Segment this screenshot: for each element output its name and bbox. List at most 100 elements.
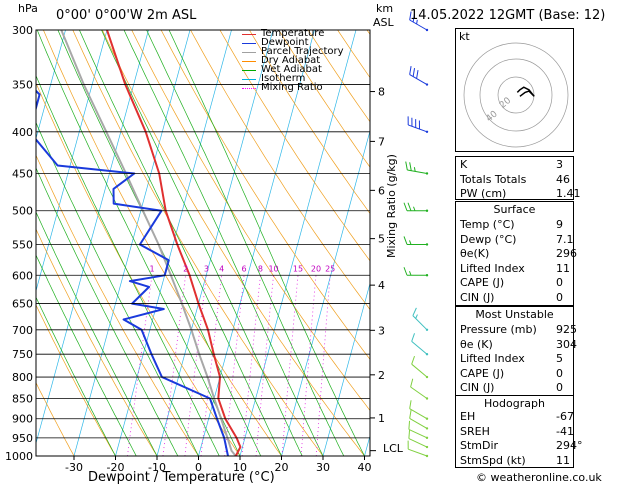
row-value: 1.41 [556,187,581,200]
mixing-ratio-label: 1 [149,264,154,273]
table-row: θe (K) 304 [460,338,577,351]
isotherm-line [36,30,108,293]
mixing-ratio-line [300,275,317,456]
km-tick-label: 1 [378,412,385,425]
km-tick-label: 7 [378,135,385,148]
wind-barb-shaft [409,19,428,31]
row-label: Dewp (°C) [460,232,517,246]
legend: Temperature Dewpoint Parcel Trajectory Dry … [242,28,392,94]
wind-barb-flag [403,236,408,245]
table-row: Lifted Index 11 [460,262,570,275]
wind-barb-station [425,328,429,331]
wind-barb [412,307,429,331]
table-row: CIN (J) 0 [460,381,569,394]
wind-barb-station [425,274,429,277]
most-unstable-title: Most Unstable [475,308,554,321]
wind-barb-flag [412,307,417,316]
wind-barb-half-flag [413,167,416,172]
wind-barb-station [425,243,429,246]
pressure-tick-label: 300 [12,24,33,37]
row-value: -41 [556,424,574,438]
table-row: StmDir 294° [460,439,583,452]
row-value: 296 [556,247,577,260]
isotherm-line [36,30,66,140]
wind-barb-flag [409,66,412,75]
dry-adiabat-line [43,30,282,456]
km-tick-label: 3 [378,324,385,337]
wind-barb-station [425,375,429,379]
row-value: 0 [556,290,563,304]
mixing-ratio-line [241,275,261,456]
wind-barb-station [425,130,429,133]
table-row: EH -67 [460,410,574,423]
table-row: Pressure (mb) 925 [460,323,577,336]
hodograph-ring-label: 20 [498,96,513,111]
wind-barb [403,202,429,212]
hodograph-stats-table: Hodograph EH -67 SREH -41 StmDir 294° StmSpd (… [455,395,583,468]
table-row: SREH -41 [460,424,574,438]
mixing-ratio-label: 20 [311,264,321,273]
temp-tick-label: -20 [107,461,125,474]
row-label: K [460,158,468,171]
temperature-line [106,30,242,456]
wind-barb-shaft [409,408,428,420]
mixing-ratio-axis-title: Mixing Ratio (g/kg) [385,154,398,258]
pressure-tick-label: 850 [12,392,33,405]
row-label: PW (cm) [460,187,507,200]
wet-adiabat-line [36,30,241,456]
legend-swatch [242,88,256,89]
wind-barb-flag [409,400,412,409]
wind-barb-flag [412,13,416,23]
row-value: 7.1 [556,232,574,246]
pressure-tick-label: 350 [12,79,33,92]
legend-swatch [242,43,256,44]
dry-adiabat-line [36,154,199,456]
table-row: Temp (°C) 9 [460,218,569,231]
table-row: CAPE (J) 0 [460,276,569,289]
wet-adiabat-line [36,74,220,456]
mixing-ratio-label: 8 [258,264,263,273]
wind-barb-shaft [412,315,428,331]
wind-barb [403,267,429,277]
legend-label: Mixing Ratio [261,82,323,93]
wind-barb-shaft [409,74,428,85]
row-label: CAPE (J) [460,366,505,380]
most-unstable-table: Most Unstable Pressure (mb) 925 θe (K) 304 L… [455,306,577,396]
wind-barb-station [425,427,429,430]
pressure-tick-label: 450 [12,167,33,180]
mixing-ratio-label: 3 [204,264,209,273]
legend-swatch [242,70,256,71]
row-label: SREH [460,424,490,438]
x-axis-title: Dewpoint / Temperature (°C) [88,470,275,485]
wind-barb-station [425,172,429,175]
row-value: -67 [556,410,574,423]
asl-unit-label: ASL [373,16,394,29]
wind-barb-station [425,445,429,449]
wind-barb-station [425,454,429,458]
legend-swatch [242,79,256,80]
mixing-ratio-line [315,275,331,456]
dry-adiabat-line [219,30,370,262]
wind-barb [409,400,429,420]
legend-swatch [242,52,256,53]
row-value: 46 [556,172,570,186]
wind-barb-flag [403,202,408,211]
mixing-ratio-line [127,275,153,456]
wind-barb-flag [408,420,411,430]
isotherm-line [115,30,232,456]
wind-barb-shaft [410,386,428,399]
row-label: StmDir [460,439,499,452]
wind-barb-shaft [408,428,428,439]
dry-adiabat-line [248,30,370,215]
km-tick-label: 2 [378,369,385,382]
table-row: PW (cm) 1.41 [460,187,581,200]
wind-barb-shaft [409,417,428,429]
legend-item: Wet Adiabat [242,64,392,75]
km-unit-label: km [376,2,394,15]
km-tick-label: 6 [378,184,385,197]
hodograph-trace [516,86,535,97]
diagram-lines [36,30,370,456]
